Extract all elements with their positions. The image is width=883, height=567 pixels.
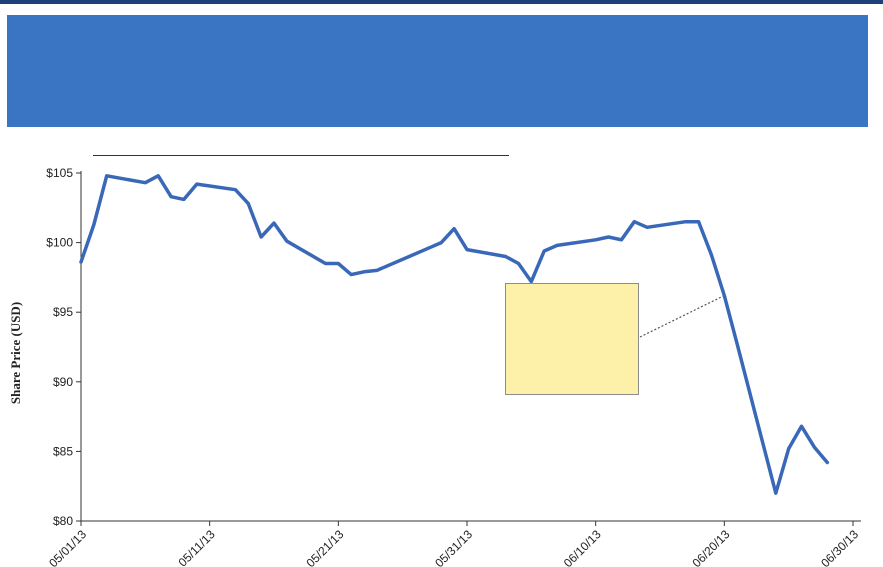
data-point	[504, 255, 507, 258]
data-point	[787, 447, 790, 450]
data-point	[800, 425, 803, 428]
data-point	[607, 236, 610, 238]
data-point	[105, 175, 108, 177]
data-point	[646, 226, 648, 229]
data-point	[620, 239, 623, 241]
y-tick-label: $80	[53, 514, 73, 528]
x-tick-label: 05/21/13	[304, 527, 347, 567]
data-point	[736, 343, 738, 346]
data-point	[813, 446, 816, 449]
data-point	[196, 183, 198, 185]
y-axis-label: Share Price (USD)	[8, 302, 23, 404]
data-point	[453, 227, 455, 230]
data-point	[260, 236, 262, 238]
data-point	[517, 262, 520, 265]
data-point	[723, 294, 726, 297]
data-point	[775, 492, 777, 495]
x-tick-label: 05/31/13	[432, 527, 475, 567]
axes	[80, 171, 861, 522]
y-tick-label: $85	[53, 444, 73, 458]
data-point	[440, 241, 443, 244]
y-tick-label: $95	[53, 305, 73, 319]
data-point	[710, 254, 713, 256]
chart-title-underline	[93, 155, 509, 156]
data-point	[543, 250, 545, 252]
y-tick-label: $90	[53, 375, 73, 389]
data-point	[633, 220, 636, 223]
data-points	[80, 175, 829, 495]
data-point	[530, 280, 533, 283]
data-point	[183, 198, 185, 201]
data-point	[247, 202, 250, 205]
data-point	[144, 181, 147, 184]
data-point	[234, 188, 237, 191]
annotation-callout-line	[639, 294, 725, 338]
y-tick-label: $100	[46, 236, 73, 250]
data-point	[556, 244, 558, 247]
data-point	[594, 239, 597, 241]
data-point	[684, 220, 687, 223]
data-point	[93, 223, 95, 226]
data-point	[273, 222, 275, 224]
share-price-line	[79, 174, 830, 495]
annotation-box	[505, 283, 639, 395]
data-point	[697, 220, 700, 223]
data-point	[286, 240, 288, 242]
data-point	[350, 273, 353, 276]
x-tick-label: 06/20/13	[690, 527, 733, 567]
data-point	[170, 195, 172, 198]
top-rule	[0, 0, 883, 4]
data-point	[337, 262, 340, 265]
data-point	[363, 271, 365, 273]
x-tick-label: 06/10/13	[561, 527, 604, 567]
data-point	[80, 261, 82, 263]
data-point	[376, 269, 378, 272]
data-point	[427, 247, 430, 249]
x-tick-label: 06/30/13	[818, 527, 861, 567]
y-tick-label: $105	[46, 166, 73, 180]
x-tick-label: 05/11/13	[175, 527, 218, 567]
ticks: $80 $85 $90 $95 $100 $105 05/01/13 05/11/13 05/2…	[46, 166, 861, 567]
data-point	[157, 175, 159, 177]
title-banner	[7, 15, 868, 127]
data-point	[324, 262, 327, 265]
data-point	[826, 461, 829, 464]
data-point	[466, 248, 468, 251]
x-tick-label: 05/01/13	[46, 527, 89, 567]
